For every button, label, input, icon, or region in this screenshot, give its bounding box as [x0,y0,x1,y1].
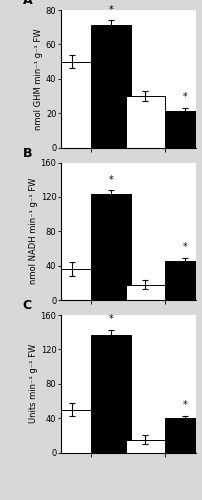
Text: *: * [109,174,113,184]
Y-axis label: nmol NADH min⁻¹ g⁻¹ FW: nmol NADH min⁻¹ g⁻¹ FW [29,178,38,284]
Bar [52,62,91,148]
Bar [126,96,165,148]
Y-axis label: nmol GHM min⁻¹ g⁻¹ FW: nmol GHM min⁻¹ g⁻¹ FW [34,28,43,130]
Bar [91,26,131,148]
Bar [165,418,202,452]
Text: *: * [109,314,113,324]
Bar [52,410,91,453]
Text: B: B [23,147,32,160]
Y-axis label: Units min⁻¹ g⁻¹ FW: Units min⁻¹ g⁻¹ FW [29,344,38,424]
Bar [165,262,202,300]
Bar [52,269,91,300]
Text: *: * [109,5,113,15]
Text: *: * [182,400,187,410]
Text: C: C [23,299,32,312]
Text: *: * [182,92,187,102]
Text: A: A [23,0,32,7]
Bar [126,440,165,452]
Bar [126,284,165,300]
Bar [91,335,131,452]
Bar [165,112,202,148]
Bar [91,194,131,300]
Text: *: * [182,242,187,252]
